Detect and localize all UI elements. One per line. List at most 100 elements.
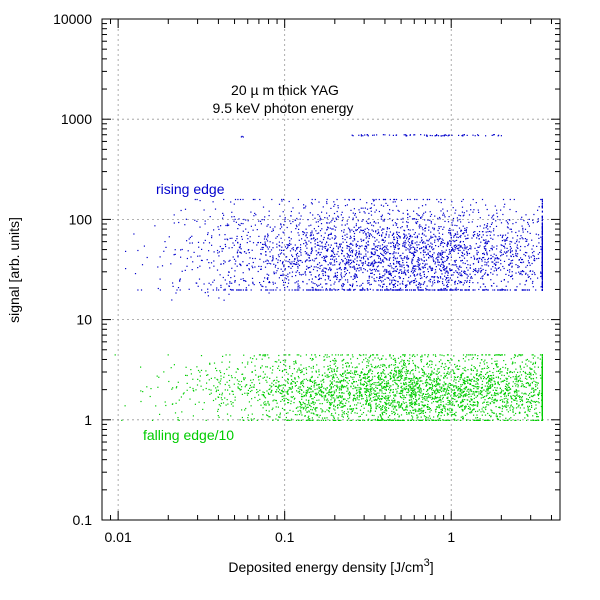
scatter-point (411, 242, 413, 244)
scatter-point (279, 289, 281, 291)
scatter-point (475, 243, 477, 245)
scatter-point (417, 288, 419, 290)
scatter-point (298, 401, 301, 403)
scatter-point (495, 269, 497, 272)
scatter-point (428, 198, 431, 201)
scatter-point (499, 368, 502, 370)
scatter-point (376, 419, 378, 421)
scatter-point (299, 401, 301, 404)
scatter-point (329, 262, 331, 264)
scatter-point (449, 240, 451, 242)
scatter-point (475, 269, 477, 271)
scatter-point (352, 278, 354, 280)
scatter-point (297, 259, 299, 261)
scatter-point (481, 408, 483, 410)
scatter-point (411, 379, 413, 381)
scatter-point (175, 387, 177, 389)
scatter-point (539, 411, 541, 414)
scatter-point (284, 289, 286, 291)
scatter-point (487, 240, 489, 242)
scatter-point (349, 237, 351, 240)
scatter-point (452, 248, 454, 250)
scatter-point (367, 389, 369, 391)
scatter-point (501, 235, 504, 237)
scatter-point (431, 389, 433, 391)
scatter-point (507, 368, 509, 370)
scatter-point (264, 355, 266, 357)
scatter-point (358, 252, 360, 254)
scatter-point (383, 379, 385, 381)
scatter-point (293, 263, 295, 265)
scatter-point (241, 393, 243, 395)
scatter-point (374, 237, 376, 239)
scatter-point (443, 419, 445, 421)
scatter-point (393, 270, 395, 272)
scatter-point (378, 241, 380, 243)
scatter-point (463, 134, 465, 136)
scatter-point (388, 242, 390, 244)
scatter-point (286, 286, 289, 288)
scatter-point (197, 285, 199, 287)
scatter-point (318, 232, 320, 234)
scatter-point (421, 216, 423, 218)
scatter-point (447, 368, 449, 370)
scatter-point (297, 198, 299, 201)
scatter-point (231, 289, 233, 291)
scatter-point (366, 236, 368, 238)
scatter-point (306, 406, 308, 408)
scatter-point (442, 233, 444, 235)
scatter-point (231, 237, 233, 239)
scatter-point (435, 266, 437, 268)
scatter-point (474, 289, 476, 291)
scatter-point (411, 402, 413, 404)
scatter-point (344, 271, 346, 273)
scatter-point (541, 229, 543, 231)
scatter-point (444, 375, 446, 377)
scatter-point (188, 288, 190, 290)
scatter-point (333, 201, 335, 203)
scatter-point (470, 389, 472, 391)
scatter-point (306, 252, 308, 254)
scatter-point (423, 246, 425, 248)
scatter-point (399, 264, 401, 266)
scatter-point (220, 263, 222, 265)
scatter-point (485, 243, 487, 245)
scatter-point (430, 255, 432, 257)
scatter-point (380, 279, 382, 282)
scatter-point (473, 268, 475, 270)
scatter-point (399, 373, 401, 375)
scatter-point (310, 271, 312, 273)
scatter-point (213, 362, 216, 364)
scatter-point (424, 230, 426, 232)
scatter-point (318, 244, 320, 246)
scatter-point (501, 399, 503, 401)
scatter-point (218, 234, 221, 236)
scatter-point (501, 254, 503, 256)
scatter-point (487, 228, 489, 230)
scatter-point (393, 248, 396, 250)
scatter-point (378, 234, 381, 236)
scatter-point (207, 291, 209, 293)
scatter-point (284, 246, 286, 248)
scatter-point (433, 416, 435, 418)
scatter-point (330, 262, 332, 264)
scatter-point (524, 289, 526, 291)
scatter-point (188, 238, 190, 240)
scatter-point (279, 215, 281, 217)
scatter-point (384, 257, 386, 259)
scatter-point (237, 387, 239, 389)
scatter-point (479, 286, 482, 288)
scatter-point (305, 260, 307, 262)
scatter-point (313, 260, 315, 262)
scatter-point (541, 220, 543, 222)
scatter-point (418, 282, 420, 284)
scatter-point (470, 256, 472, 259)
scatter-point (137, 289, 139, 291)
scatter-point (314, 388, 316, 391)
scatter-point (366, 222, 368, 224)
scatter-point (531, 239, 533, 241)
scatter-point (279, 253, 281, 255)
scatter-point (212, 201, 214, 203)
scatter-point (381, 289, 383, 291)
scatter-point (317, 289, 319, 291)
